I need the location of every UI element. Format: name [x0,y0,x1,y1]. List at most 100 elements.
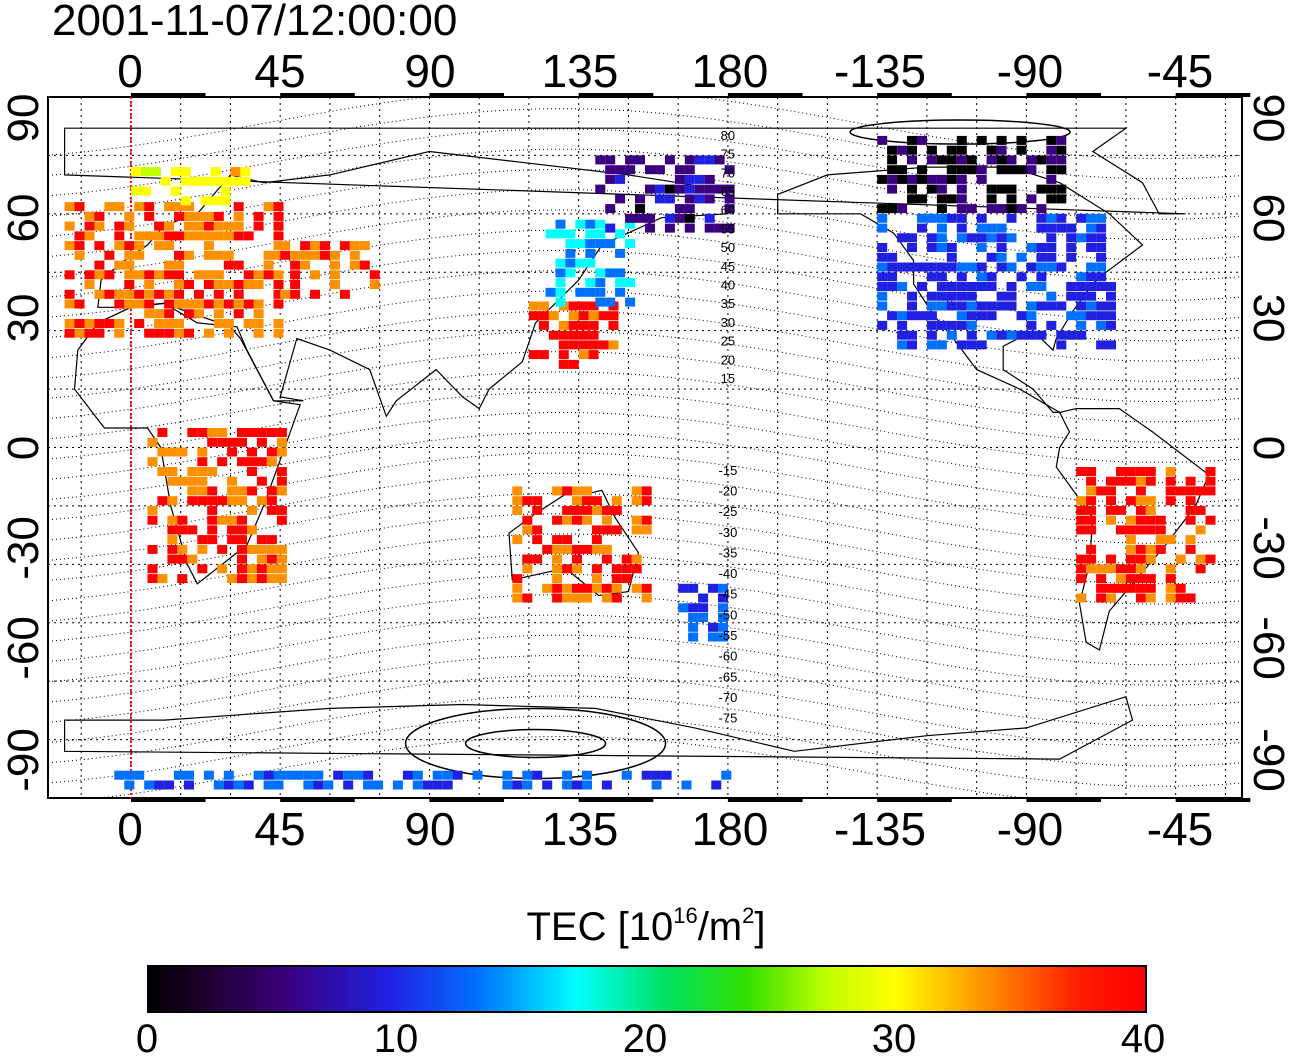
tec-cell [184,328,194,338]
tec-cell [1046,174,1057,184]
tec-cell [343,770,354,780]
tec-cell [1096,213,1107,223]
tec-cell [207,525,218,535]
tec-cell [572,515,582,525]
tec-cell [266,505,277,515]
frame-bar-bottom [578,798,654,802]
tec-cell [227,525,238,535]
tec-cell [522,770,533,780]
tec-cell [946,165,957,175]
tec-cell [591,525,602,535]
tec-cell [104,270,115,280]
tec-cell [1116,564,1126,574]
tec-cell [203,250,214,260]
tec-cell [273,211,284,221]
tec-cell [1076,282,1087,291]
tec-cell [1145,593,1156,603]
tec-cell [694,194,705,204]
tec-cell [184,221,194,231]
left-tick-label: 90 [0,94,48,143]
tec-cell [582,515,592,525]
tec-cell [432,780,443,790]
tec-cell [635,194,645,204]
tec-cell [273,202,284,212]
tec-cell [223,221,234,231]
tec-cell [124,260,135,270]
tec-cell [558,320,569,330]
tec-cell [661,770,672,780]
tec-cell [203,231,214,241]
colorbar-title-prefix: TEC [10 [526,905,674,949]
tec-cell [174,328,184,338]
magnetic-contour [47,634,1243,706]
contour-label: -20 [719,484,738,499]
tec-cell [320,250,330,260]
tec-cell [976,135,987,145]
tec-cell [1036,301,1047,311]
tec-cell [946,194,957,204]
tec-cell [1046,135,1057,145]
tec-cell [625,165,636,175]
tec-cell [631,525,642,535]
tec-cell [708,632,718,642]
tec-cell [1036,155,1047,165]
tec-cell [976,311,987,321]
tec-cell [1116,467,1126,476]
tec-cell [558,330,569,340]
tec-cell [124,270,135,280]
tec-cell [621,574,632,584]
tec-cell [1086,476,1097,486]
tec-cell [220,196,231,206]
tec-cell [167,467,178,476]
tec-cell [349,241,360,251]
tec-cell [917,262,927,272]
tec-cell [1096,593,1107,603]
tec-cell [177,574,188,584]
tec-cell [1006,233,1017,243]
tec-cell [1165,583,1176,593]
tec-cell [897,174,908,184]
tec-cell [1185,593,1196,603]
tec-cell [1076,564,1087,574]
top-tick-label: -90 [996,45,1064,97]
tec-cell [585,248,596,258]
tec-cell [572,486,582,496]
tec-cell [1046,291,1057,301]
contour-label: -60 [719,649,738,664]
tec-cell [1076,515,1087,525]
tec-cell [578,320,589,330]
tec-cell [412,780,423,790]
frame-bar-bottom [1175,798,1251,802]
tec-cell [157,447,168,457]
tec-cell [956,145,967,155]
tec-cell [1036,282,1047,291]
tec-cell [329,260,340,270]
coastline [1055,408,1210,651]
tec-cell [233,289,244,299]
tec-cell [877,252,888,262]
tec-cell [227,515,238,525]
tec-cell [522,593,533,603]
tec-cell [1205,515,1216,525]
tec-cell [253,328,264,338]
tec-cell [313,770,324,780]
tec-cell [303,780,314,790]
magnetic-contour [47,351,1243,423]
tec-cell [591,496,602,506]
tec-cell [273,231,284,241]
tec-cell [572,564,582,574]
tec-cell [1036,204,1047,214]
right-tick-label: 60 [1244,194,1292,243]
tec-cell [266,564,277,574]
tec-cell [157,574,168,584]
tec-cell [1096,574,1107,584]
tec-cell [936,174,947,184]
tec-cell [193,289,204,299]
magnetic-contour [47,654,1243,727]
tec-cell [1076,330,1087,340]
tec-cell [177,554,188,564]
tec-cell [290,260,301,270]
tec-cell [187,496,198,506]
tec-cell [207,535,218,545]
tec-cell [714,184,725,194]
